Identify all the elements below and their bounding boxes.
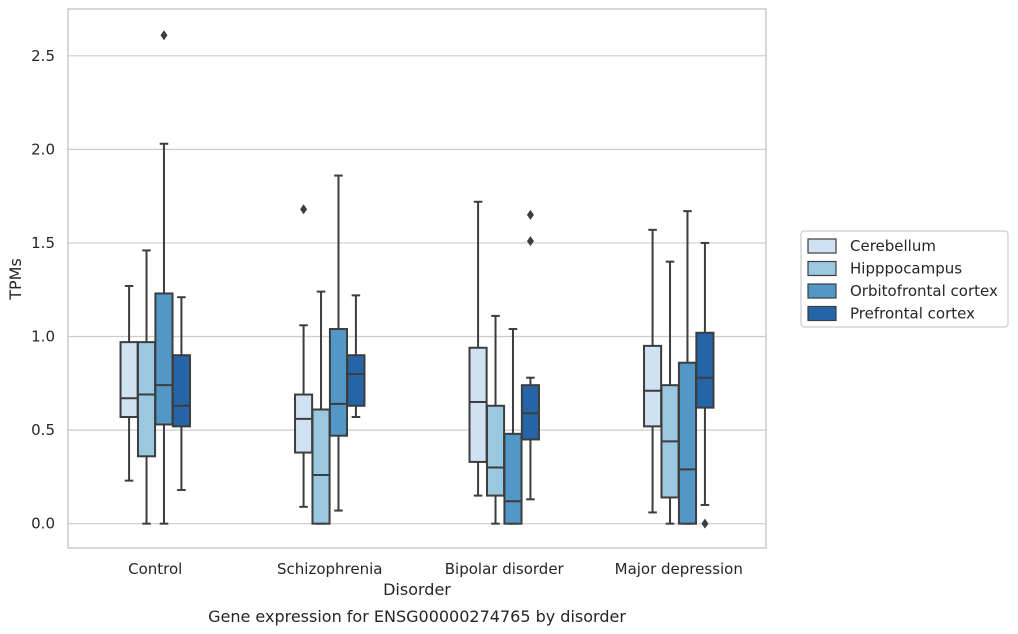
legend-label: Hipppocampus	[850, 260, 962, 278]
grid-lines	[68, 55, 766, 525]
box-hipppocampus	[136, 249, 157, 525]
box-hipppocampus	[485, 314, 506, 525]
legend-box	[800, 230, 1009, 328]
box-iqr	[468, 346, 488, 463]
legend-swatch	[807, 283, 837, 299]
box-cerebellum	[643, 228, 663, 514]
box-hipppocampus	[660, 260, 680, 525]
y-tick-label: 1.0	[31, 328, 55, 346]
legend: Cerebellum Hipppocampus Orbitofrontal cort…	[800, 230, 1009, 328]
box-iqr	[119, 341, 139, 418]
box-iqr	[171, 354, 191, 428]
outlier-point	[701, 518, 709, 529]
legend-swatch	[807, 238, 837, 254]
box-orbitofrontal-cortex	[677, 210, 698, 525]
outlier-point	[300, 204, 308, 215]
box-orbitofrontal-cortex	[503, 328, 523, 525]
box-iqr	[311, 408, 331, 525]
y-axis-label: TPMs	[6, 258, 25, 301]
outlier-point	[526, 236, 534, 247]
box-prefrontal-cortex	[695, 241, 715, 529]
legend-label: Cerebellum	[850, 237, 936, 255]
box-cerebellum	[468, 200, 488, 497]
x-tick-label: Major depression	[615, 560, 743, 578]
box-hipppocampus	[311, 290, 331, 525]
y-tick-label: 1.5	[31, 234, 55, 252]
plot-frame	[67, 8, 767, 549]
box-iqr	[643, 344, 663, 428]
x-tick-label: Schizophrenia	[277, 560, 382, 578]
x-tick-label: Control	[128, 560, 182, 578]
box-iqr	[677, 361, 698, 525]
x-axis-label: Disorder	[383, 580, 451, 599]
box-prefrontal-cortex	[346, 294, 366, 418]
y-tick-label: 0.0	[31, 515, 55, 533]
box-cerebellum	[294, 204, 314, 508]
outlier-point	[160, 30, 168, 41]
x-tick-labels: Control Schizophrenia Bipolar disorder Majo…	[128, 560, 743, 578]
box-iqr	[136, 341, 157, 458]
outlier-point	[526, 209, 534, 220]
box-prefrontal-cortex	[171, 296, 191, 491]
legend-swatch	[807, 305, 837, 322]
legend-swatch	[807, 260, 837, 277]
box-prefrontal-cortex	[520, 209, 540, 501]
legend-label: Prefrontal cortex	[850, 305, 975, 323]
chart-caption: Gene expression for ENSG00000274765 by d…	[208, 607, 626, 626]
box-iqr	[485, 404, 506, 497]
box-iqr	[328, 328, 349, 437]
y-tick-label: 2.5	[31, 47, 55, 65]
box-iqr	[294, 393, 314, 454]
box-iqr	[154, 292, 174, 426]
box-orbitofrontal-cortex	[328, 174, 349, 512]
y-tick-label: 0.5	[31, 421, 55, 439]
legend-label: Orbitofrontal cortex	[850, 282, 998, 300]
box-iqr	[503, 432, 523, 525]
box-plot-marks	[119, 30, 715, 529]
y-tick-label: 2.0	[31, 140, 55, 158]
box-orbitofrontal-cortex	[154, 30, 174, 525]
box-iqr	[695, 331, 715, 409]
x-tick-label: Bipolar disorder	[445, 560, 565, 578]
box-cerebellum	[119, 284, 139, 482]
y-tick-labels: 0.0 0.5 1.0 1.5 2.0 2.5	[31, 47, 55, 533]
box-iqr	[346, 354, 366, 407]
